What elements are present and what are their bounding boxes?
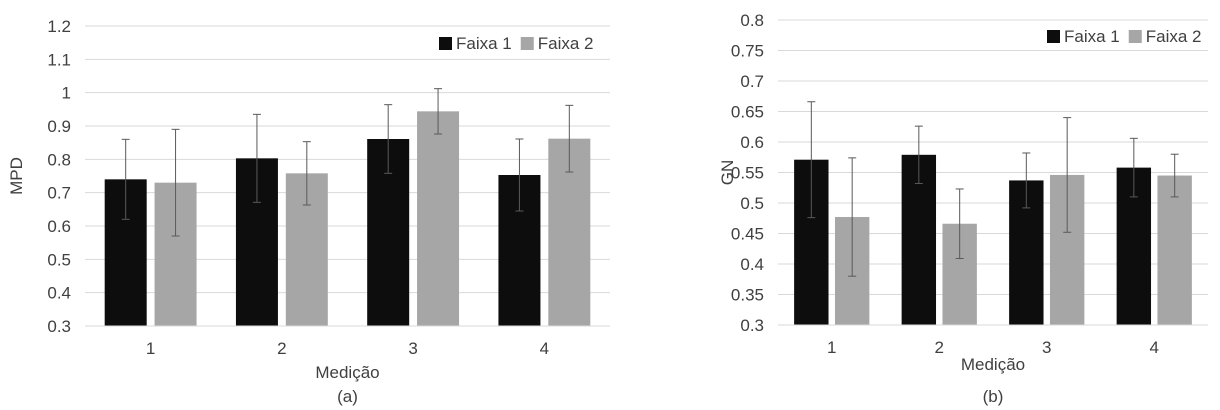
y-tick-label: 0.6 [47,217,71,236]
x-tick-label: 4 [1150,338,1159,357]
y-tick-label: 1.1 [47,50,71,69]
y-tick-label: 0.7 [47,184,71,203]
x-tick-label: 4 [540,339,549,358]
y-tick-label: 0.6 [740,133,764,152]
chart-mpd: 0.3 0.4 0.5 0.6 0.7 0.8 0.9 1 1.1 1.2 1 2 3 4 MPD Mediç… [7,17,610,406]
legend-swatch [520,37,534,50]
y-tick-label: 0.35 [731,286,764,305]
y-tick-label: 0.8 [47,150,71,169]
y-axis-label: GN [718,160,737,186]
y-tick-label: 0.3 [740,316,764,335]
legend-label: Faixa 1 [456,34,512,53]
y-tick-label: 0.7 [740,72,764,91]
y-tick-label: 0.55 [731,164,764,183]
chart-gn: 0.3 0.35 0.4 0.45 0.5 0.55 0.6 0.65 0.7 0.75 0.8 1 2… [718,11,1208,406]
legend-swatch [1047,30,1060,43]
bar [417,111,460,326]
legend-label: Faixa 2 [538,34,594,53]
x-tick-label: 2 [935,338,944,357]
y-tick-label: 0.3 [47,317,71,336]
y-tick-label: 0.8 [740,11,764,30]
chart-caption: (b) [983,387,1004,406]
y-tick-label: 0.4 [47,284,71,303]
x-tick-label: 1 [827,338,836,357]
legend-swatch [439,37,452,50]
x-axis-label: Medição [315,363,379,382]
y-tick-label: 0.45 [731,225,764,244]
y-tick-label: 0.4 [740,255,764,274]
y-tick-label: 1.2 [47,17,71,36]
y-axis-label: MPD [7,157,26,195]
x-tick-label: 3 [1042,338,1051,357]
y-tick-label: 0.5 [740,194,764,213]
legend-swatch [1128,30,1142,43]
x-tick-label: 2 [277,339,286,358]
y-tick-label: 0.5 [47,250,71,269]
legend-label: Faixa 1 [1064,27,1120,46]
y-tick-label: 0.9 [47,117,71,136]
chart-caption: (a) [337,387,358,406]
y-tick-label: 0.75 [731,42,764,61]
y-tick-label: 0.65 [731,103,764,122]
x-tick-label: 1 [146,339,155,358]
x-axis-label: Medição [961,355,1025,374]
bar [1157,175,1192,325]
legend-label: Faixa 2 [1146,27,1202,46]
y-tick-label: 1 [62,84,71,103]
x-tick-label: 3 [408,339,417,358]
